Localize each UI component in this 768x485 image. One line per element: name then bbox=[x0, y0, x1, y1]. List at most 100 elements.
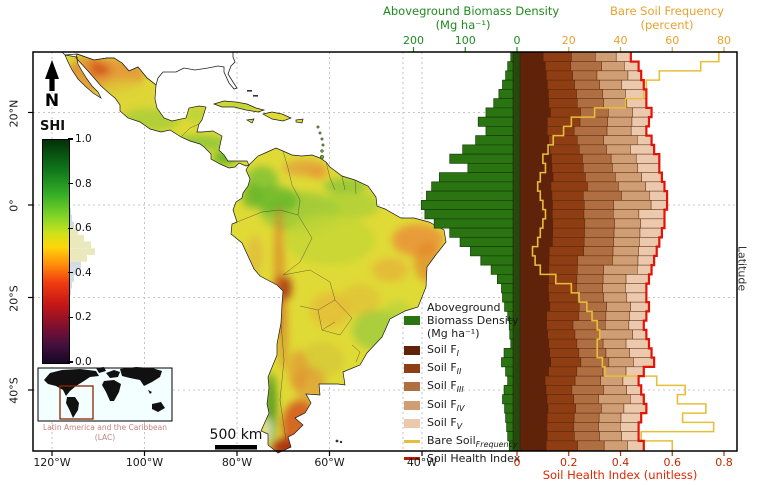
legend-line-swatch bbox=[404, 457, 420, 461]
soil-layer-1-bin bbox=[516, 274, 549, 284]
legend-item-label: Bare SoilFrequency bbox=[427, 433, 518, 450]
soil-layer-4-bin bbox=[602, 366, 627, 377]
soil-layer-3-bin bbox=[583, 163, 613, 173]
legend-item-label: Soil FV bbox=[427, 415, 463, 431]
soil-layer-2-bin bbox=[551, 190, 584, 201]
soil-layer-1-bin bbox=[516, 89, 549, 99]
legend-item-label: Soil FI bbox=[427, 343, 460, 359]
soil-layer-5-bin bbox=[637, 135, 652, 146]
shi-hist-bar bbox=[69, 268, 77, 276]
shi-hist-bar bbox=[69, 275, 74, 282]
legend-patch-swatch bbox=[404, 346, 420, 356]
soil-layer-5-bin bbox=[649, 190, 668, 201]
biomass-bar bbox=[449, 153, 518, 164]
north-arrow-icon bbox=[45, 60, 59, 91]
soil-layer-3-bin bbox=[579, 301, 607, 312]
legend-item: Soil FII bbox=[404, 361, 554, 376]
soil-layer-5-bin bbox=[621, 79, 645, 90]
top-tick-label-orange: 60 bbox=[665, 34, 680, 47]
soil-layer-2-bin bbox=[550, 181, 588, 192]
soil-layer-2-bin bbox=[552, 218, 586, 229]
colorbar-tick-label: 0.2 bbox=[75, 311, 92, 324]
soil-layer-2-bin bbox=[552, 200, 585, 210]
soil-layer-3-bin bbox=[571, 51, 596, 62]
shi-hist-bar bbox=[69, 248, 95, 255]
soil-layer-4-bin bbox=[607, 116, 633, 127]
lat-tick-label: 40°S bbox=[7, 377, 21, 404]
soil-layer-5-bin bbox=[625, 274, 650, 284]
soil-layer-2-bin bbox=[549, 144, 580, 155]
soil-layer-4-bin bbox=[618, 181, 646, 192]
soil-layer-3-bin bbox=[582, 153, 612, 164]
soil-layer-4-bin bbox=[613, 237, 640, 247]
soil-layer-2-bin bbox=[548, 98, 578, 109]
scalebar-label: 500 km bbox=[209, 427, 263, 443]
soil-layer-1-bin bbox=[516, 172, 554, 183]
biomass-bar bbox=[424, 209, 518, 220]
latitude-axis-label: Latitude bbox=[735, 245, 749, 292]
biomass-bar bbox=[449, 227, 518, 238]
soil-layer-3-bin bbox=[585, 172, 616, 183]
legend: Aboveground Biomass Density (Mg ha⁻¹) Soil… bbox=[404, 301, 554, 468]
top-tick-label-green: 100 bbox=[454, 34, 476, 47]
soil-layer-3-bin bbox=[577, 440, 605, 452]
soil-layer-2-bin bbox=[547, 79, 575, 90]
lat-tick-label: 20°N bbox=[7, 99, 21, 127]
soil-layer-1-bin bbox=[516, 255, 550, 266]
shi-distribution-histogram bbox=[69, 201, 95, 296]
legend-item: Soil FIII bbox=[404, 379, 554, 395]
colorbar-tick bbox=[68, 272, 73, 274]
biomass-bar bbox=[477, 116, 518, 127]
north-label: N bbox=[44, 91, 60, 111]
soil-layer-4-bin bbox=[598, 422, 621, 432]
shi-hist-bar bbox=[69, 208, 71, 215]
soil-layer-3-bin bbox=[577, 255, 613, 266]
soil-layer-3-bin bbox=[576, 274, 604, 284]
soil-layer-5-bin bbox=[626, 292, 647, 303]
shi-hist-bar bbox=[69, 288, 71, 296]
soil-layer-5-bin bbox=[641, 172, 663, 183]
soil-layer-1-bin bbox=[516, 218, 554, 229]
soil-layer-5-bin bbox=[645, 181, 665, 192]
soil-layer-1-bin bbox=[516, 190, 553, 201]
soil-layer-3-bin bbox=[573, 394, 599, 405]
soil-layer-2-bin bbox=[547, 126, 575, 136]
soil-layer-3-bin bbox=[575, 403, 602, 414]
shi-axis-title: Soil Health Index (unitless) bbox=[542, 468, 698, 482]
soil-layer-1-bin bbox=[516, 283, 549, 294]
soil-layer-4-bin bbox=[596, 70, 629, 81]
soil-layer-2-bin bbox=[550, 357, 582, 368]
soil-layer-1-bin bbox=[516, 116, 548, 127]
biomass-bar bbox=[485, 126, 518, 136]
soil-layer-3-bin bbox=[583, 190, 622, 201]
lat-tick-label: 20°S bbox=[7, 284, 21, 312]
bottom-tick-label-red: 0.4 bbox=[611, 456, 630, 469]
soil-layer-4-bin bbox=[615, 172, 642, 183]
soil-layer-1-bin bbox=[516, 181, 552, 192]
biomass-bar bbox=[485, 107, 518, 118]
soil-layer-5-bin bbox=[631, 116, 650, 127]
soil-layer-3-bin bbox=[573, 126, 608, 136]
shi-colorbar bbox=[42, 139, 70, 364]
bare-soil-frequency-line bbox=[531, 52, 720, 451]
soil-layer-3-bin bbox=[576, 283, 603, 294]
soil-layer-1-bin bbox=[516, 70, 547, 81]
soil-layer-4-bin bbox=[601, 61, 625, 72]
soil-layer-5-bin bbox=[628, 320, 645, 331]
soil-layer-2-bin bbox=[551, 153, 583, 164]
biomass-bar bbox=[431, 181, 518, 192]
soil-layer-4-bin bbox=[605, 320, 630, 331]
soil-layer-5-bin bbox=[629, 348, 652, 358]
soil-layer-5-bin bbox=[615, 51, 632, 62]
soil-layer-4-bin bbox=[603, 264, 638, 275]
shi-hist-bar bbox=[69, 214, 72, 222]
lon-tick-label: 120°W bbox=[33, 456, 71, 469]
shi-hist-bar bbox=[69, 254, 87, 262]
soil-layer-5-bin bbox=[623, 403, 647, 414]
legend-item-label: Soil FII bbox=[427, 361, 462, 377]
soil-layer-1-bin bbox=[516, 144, 551, 155]
axis-tick-marks bbox=[28, 47, 725, 456]
soil-layer-5-bin bbox=[639, 227, 663, 238]
soil-layer-1-bin bbox=[516, 98, 550, 109]
soil-layer-3-bin bbox=[577, 292, 604, 303]
